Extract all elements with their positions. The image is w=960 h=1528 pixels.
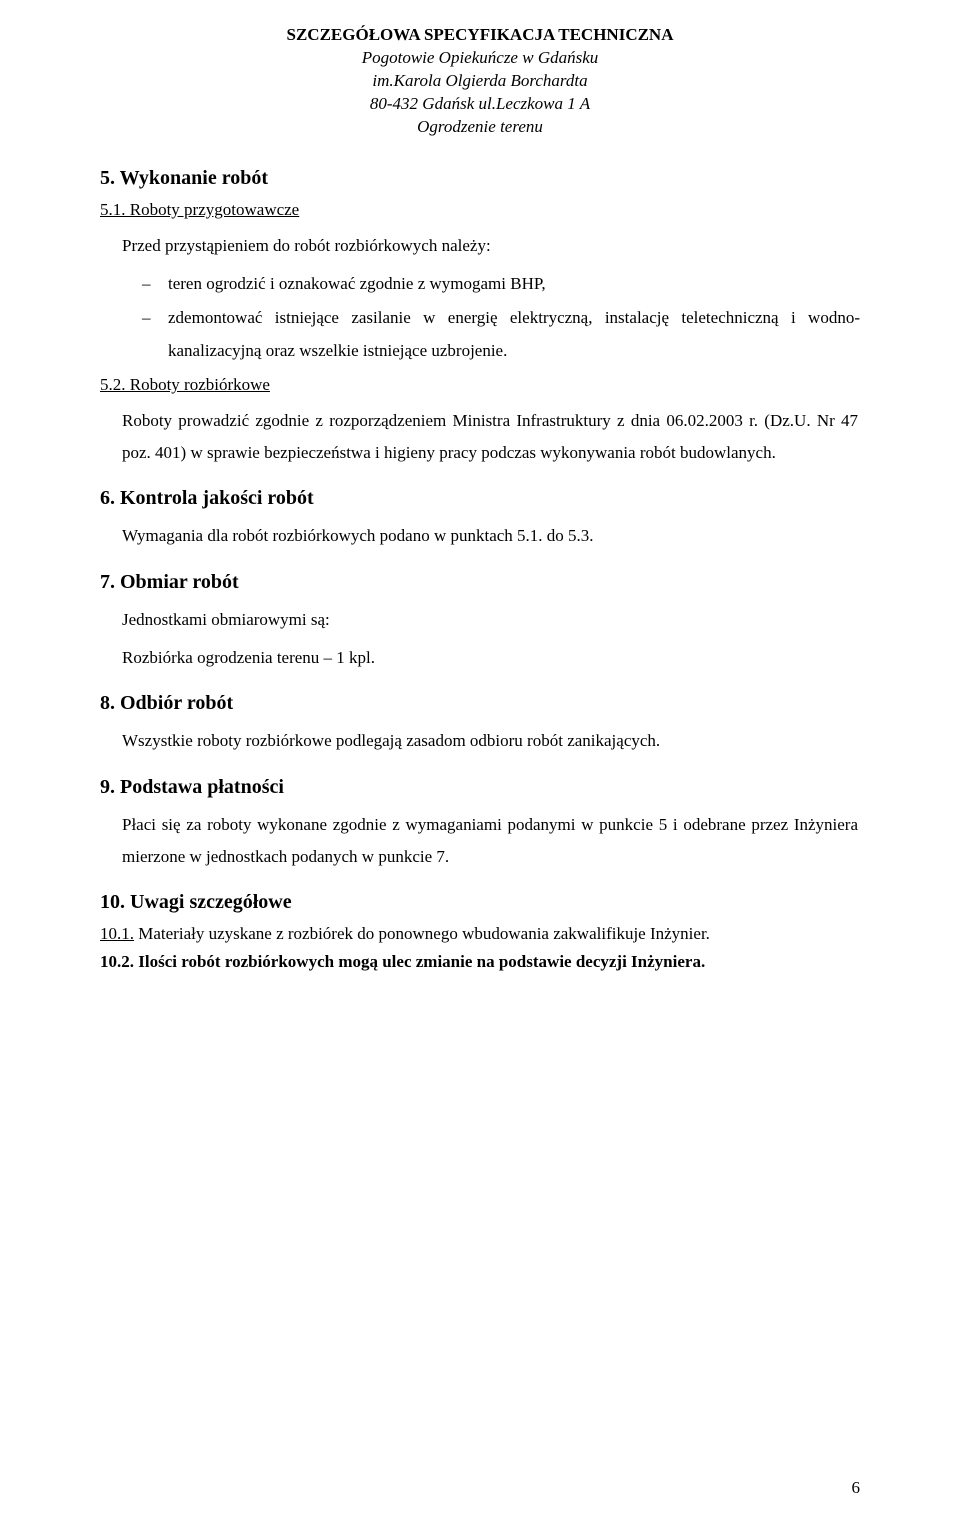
document-page: SZCZEGÓŁOWA SPECYFIKACJA TECHNICZNA Pogo… — [0, 0, 960, 1528]
section-7-para-2: Rozbiórka ogrodzenia terenu – 1 kpl. — [122, 642, 858, 674]
bullet-item: – teren ogrodzić i oznakować zgodnie z w… — [142, 268, 860, 300]
section-9-para: Płaci się za roboty wykonane zgodnie z w… — [122, 809, 858, 874]
header-line-1: Pogotowie Opiekuńcze w Gdańsku — [100, 47, 860, 70]
section-7-para-1: Jednostkami obmiarowymi są: — [122, 604, 858, 636]
section-5-1-intro: Przed przystąpieniem do robót rozbiórkow… — [122, 230, 858, 262]
section-5-1-bullets: – teren ogrodzić i oznakować zgodnie z w… — [142, 268, 860, 367]
section-7-heading: 7. Obmiar robót — [100, 571, 860, 594]
section-8-para: Wszystkie roboty rozbiórkowe podlegają z… — [122, 725, 858, 757]
section-10-1-rest: Materiały uzyskane z rozbiórek do ponown… — [134, 924, 710, 943]
section-5-2-para: Roboty prowadzić zgodnie z rozporządzeni… — [122, 405, 858, 470]
page-number: 6 — [852, 1478, 861, 1498]
document-header: SZCZEGÓŁOWA SPECYFIKACJA TECHNICZNA Pogo… — [100, 24, 860, 139]
section-8-heading: 8. Odbiór robót — [100, 692, 860, 715]
header-line-3: 80-432 Gdańsk ul.Leczkowa 1 A — [100, 93, 860, 116]
section-10-1: 10.1. Materiały uzyskane z rozbiórek do … — [100, 924, 860, 944]
section-6-para: Wymagania dla robót rozbiórkowych podano… — [122, 520, 858, 552]
section-10-2: 10.2. Ilości robót rozbiórkowych mogą ul… — [100, 952, 860, 972]
bullet-text: zdemontować istniejące zasilanie w energ… — [168, 302, 860, 367]
section-9-heading: 9. Podstawa płatności — [100, 776, 860, 799]
section-5-2-heading: 5.2. Roboty rozbiórkowe — [100, 375, 860, 395]
section-5-1-heading: 5.1. Roboty przygotowawcze — [100, 200, 860, 220]
section-10-heading: 10. Uwagi szczegółowe — [100, 891, 860, 914]
section-10-1-prefix: 10.1. — [100, 924, 134, 943]
header-line-2: im.Karola Olgierda Borchardta — [100, 70, 860, 93]
bullet-dash-icon: – — [142, 268, 168, 300]
bullet-text: teren ogrodzić i oznakować zgodnie z wym… — [168, 268, 860, 300]
bullet-item: – zdemontować istniejące zasilanie w ene… — [142, 302, 860, 367]
header-line-4: Ogrodzenie terenu — [100, 116, 860, 139]
section-5-heading: 5. Wykonanie robót — [100, 167, 860, 190]
bullet-dash-icon: – — [142, 302, 168, 367]
header-title: SZCZEGÓŁOWA SPECYFIKACJA TECHNICZNA — [100, 24, 860, 47]
section-6-heading: 6. Kontrola jakości robót — [100, 487, 860, 510]
